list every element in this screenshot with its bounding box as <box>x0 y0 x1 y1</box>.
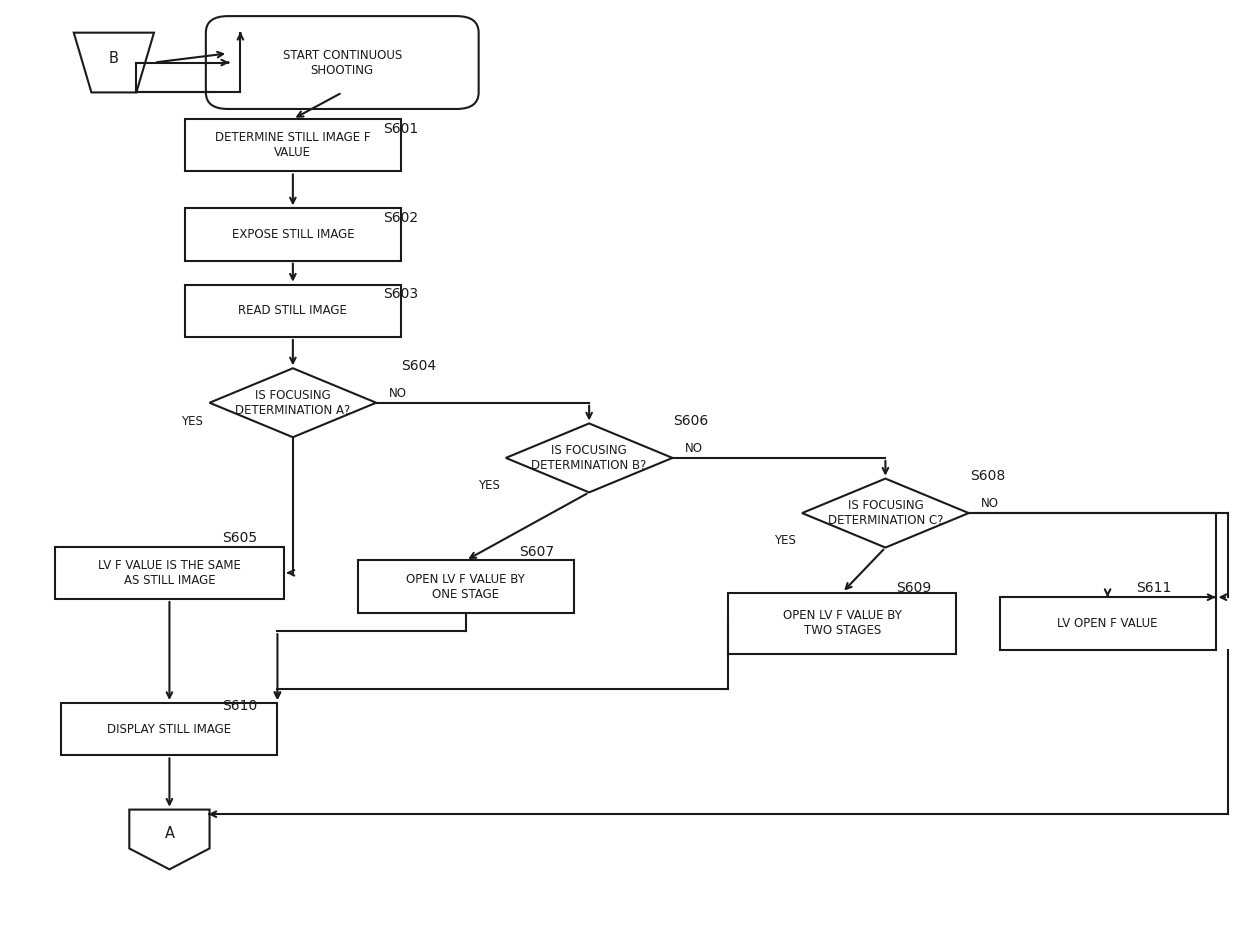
Text: LV F VALUE IS THE SAME
AS STILL IMAGE: LV F VALUE IS THE SAME AS STILL IMAGE <box>98 559 241 586</box>
Text: S611: S611 <box>1136 582 1172 596</box>
Bar <box>56 547 284 599</box>
Text: A: A <box>165 826 175 841</box>
Text: NO: NO <box>981 498 999 511</box>
Text: S602: S602 <box>383 211 418 225</box>
Text: OPEN LV F VALUE BY
TWO STAGES: OPEN LV F VALUE BY TWO STAGES <box>782 610 901 637</box>
Text: YES: YES <box>477 479 500 492</box>
Bar <box>999 598 1215 649</box>
Bar <box>185 208 401 261</box>
Text: NO: NO <box>684 442 703 455</box>
Polygon shape <box>210 368 376 438</box>
Text: EXPOSE STILL IMAGE: EXPOSE STILL IMAGE <box>232 228 355 241</box>
Text: IS FOCUSING
DETERMINATION A?: IS FOCUSING DETERMINATION A? <box>236 388 351 417</box>
Text: S601: S601 <box>383 122 418 136</box>
Text: S608: S608 <box>971 469 1006 483</box>
Text: YES: YES <box>181 414 203 427</box>
Text: IS FOCUSING
DETERMINATION C?: IS FOCUSING DETERMINATION C? <box>827 500 944 527</box>
Text: S604: S604 <box>402 359 436 373</box>
Polygon shape <box>802 478 968 548</box>
Text: READ STILL IMAGE: READ STILL IMAGE <box>238 304 347 317</box>
Text: START CONTINUOUS
SHOOTING: START CONTINUOUS SHOOTING <box>283 48 402 77</box>
Text: S603: S603 <box>383 288 418 302</box>
Bar <box>357 561 574 613</box>
Text: S606: S606 <box>673 414 708 428</box>
Polygon shape <box>73 32 154 92</box>
Bar <box>62 703 278 756</box>
Text: S605: S605 <box>222 531 258 545</box>
Text: S609: S609 <box>897 582 931 596</box>
FancyBboxPatch shape <box>206 16 479 109</box>
Text: DISPLAY STILL IMAGE: DISPLAY STILL IMAGE <box>108 722 232 735</box>
Text: LV OPEN F VALUE: LV OPEN F VALUE <box>1058 617 1158 630</box>
Bar <box>728 593 956 654</box>
Text: S607: S607 <box>518 545 554 559</box>
Text: B: B <box>109 52 119 67</box>
Polygon shape <box>129 809 210 870</box>
Text: S610: S610 <box>222 699 258 713</box>
Bar <box>185 285 401 337</box>
Text: IS FOCUSING
DETERMINATION B?: IS FOCUSING DETERMINATION B? <box>532 444 647 472</box>
Bar <box>185 119 401 171</box>
Text: NO: NO <box>388 387 407 400</box>
Text: DETERMINE STILL IMAGE F
VALUE: DETERMINE STILL IMAGE F VALUE <box>215 131 371 159</box>
Text: YES: YES <box>774 534 796 548</box>
Polygon shape <box>506 424 672 492</box>
Text: OPEN LV F VALUE BY
ONE STAGE: OPEN LV F VALUE BY ONE STAGE <box>407 573 525 600</box>
